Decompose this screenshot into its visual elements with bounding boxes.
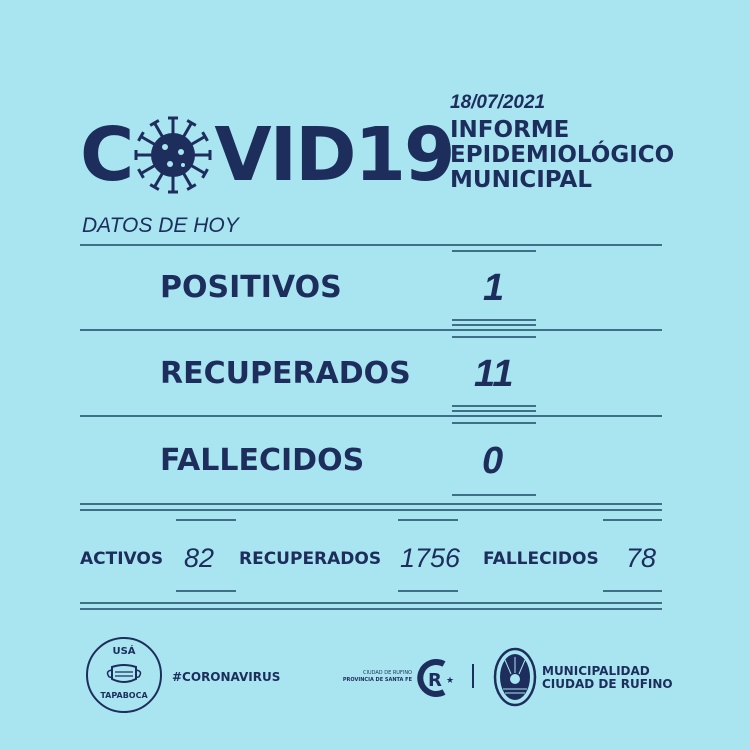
report-date: 18/07/2021 bbox=[450, 92, 546, 113]
short-line bbox=[452, 410, 536, 412]
total-label-activos: ACTIVOS bbox=[80, 549, 164, 569]
divider bbox=[80, 503, 662, 505]
mask-badge-bottom-text: TAPABOCA bbox=[100, 691, 148, 700]
mask-badge: USÁ TAPABOCA bbox=[86, 637, 162, 713]
logo-separator bbox=[472, 664, 474, 688]
short-line bbox=[176, 519, 236, 521]
short-line bbox=[452, 250, 536, 252]
report-subtitle: INFORME EPIDEMIOLÓGICO MUNICIPAL bbox=[450, 118, 674, 193]
section-label: DATOS DE HOY bbox=[82, 214, 239, 237]
total-label-recuperados: RECUPERADOS bbox=[239, 549, 382, 569]
short-line bbox=[452, 319, 536, 321]
short-line bbox=[398, 519, 458, 521]
face-mask-icon bbox=[106, 664, 142, 683]
total-value-activos: 82 bbox=[184, 543, 215, 573]
divider bbox=[80, 415, 662, 417]
mask-badge-top-text: USÁ bbox=[112, 646, 136, 657]
title-vid19: VID19 bbox=[214, 112, 455, 198]
subtitle-line: INFORME bbox=[450, 117, 570, 143]
total-label-fallecidos: FALLECIDOS bbox=[483, 549, 599, 569]
municipality-shield-logo bbox=[493, 647, 537, 707]
short-line bbox=[452, 405, 536, 407]
divider bbox=[80, 509, 662, 511]
divider bbox=[80, 244, 662, 246]
short-line bbox=[398, 590, 458, 592]
today-value-fallecidos: 0 bbox=[482, 440, 504, 482]
municipality-name: MUNICIPALIDAD CIUDAD DE RUFINO bbox=[542, 665, 673, 691]
short-line bbox=[603, 590, 662, 592]
today-label-positivos: POSITIVOS bbox=[160, 270, 342, 305]
svg-text:R: R bbox=[428, 670, 442, 691]
divider bbox=[80, 608, 662, 610]
today-label-fallecidos: FALLECIDOS bbox=[160, 443, 365, 478]
total-value-recuperados: 1756 bbox=[400, 543, 461, 573]
svg-text:★: ★ bbox=[446, 676, 454, 686]
subtitle-line: MUNICIPAL bbox=[450, 167, 593, 193]
city-small-line: PROVINCIA DE SANTA FE bbox=[342, 677, 412, 683]
short-line bbox=[452, 494, 536, 496]
short-line bbox=[176, 590, 236, 592]
today-value-recuperados: 11 bbox=[474, 353, 514, 395]
city-rufino-logo: R ★ bbox=[417, 659, 454, 697]
subtitle-line: EPIDEMIOLÓGICO bbox=[450, 142, 675, 168]
divider bbox=[80, 329, 662, 331]
municipality-line: MUNICIPALIDAD bbox=[542, 664, 650, 678]
city-small-text: CIUDAD DE RUFINO PROVINCIA DE SANTA FE bbox=[318, 670, 412, 684]
hashtag: #CORONAVIRUS bbox=[172, 670, 281, 684]
coronavirus-icon bbox=[134, 116, 212, 194]
short-line bbox=[603, 519, 662, 521]
today-value-positivos: 1 bbox=[483, 267, 505, 309]
total-value-fallecidos: 78 bbox=[626, 543, 657, 573]
covid19-title: C VID19 bbox=[80, 112, 456, 198]
municipality-line: CIUDAD DE RUFINO bbox=[542, 677, 673, 691]
title-letter-c: C bbox=[80, 112, 134, 198]
today-label-recuperados: RECUPERADOS bbox=[160, 356, 411, 391]
short-line bbox=[452, 336, 536, 338]
short-line bbox=[452, 324, 536, 326]
short-line bbox=[452, 422, 536, 424]
city-small-line: CIUDAD DE RUFINO bbox=[362, 670, 412, 676]
divider bbox=[80, 602, 662, 604]
